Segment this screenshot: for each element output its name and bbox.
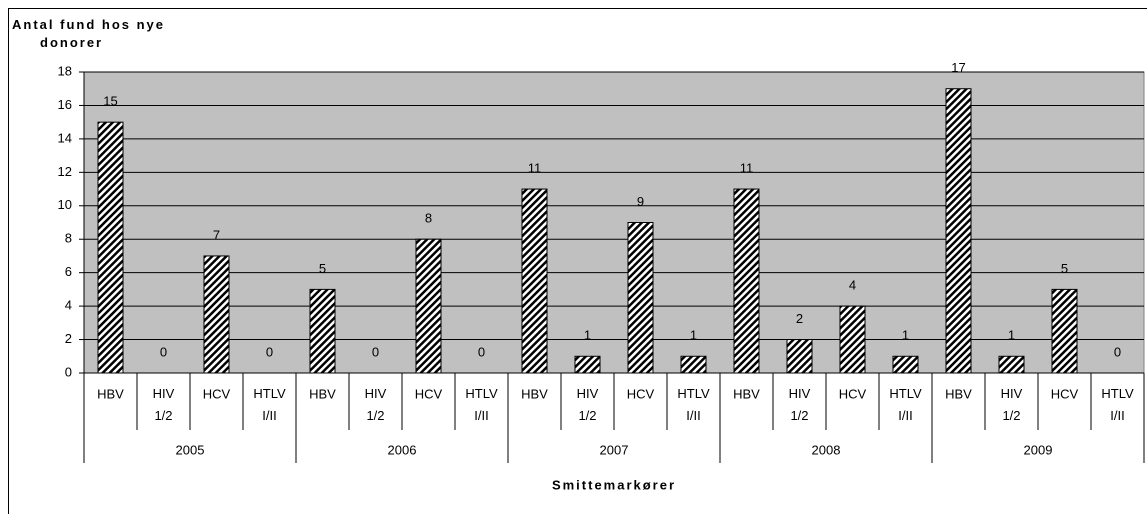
data-label: 1	[584, 328, 591, 343]
bar	[97, 121, 124, 374]
x-tick-label: HIV 1/2	[153, 386, 175, 423]
data-label: 7	[213, 227, 220, 242]
bar	[521, 188, 548, 374]
x-tick-label: HBV	[97, 386, 124, 401]
x-tick-label: HTLV I/II	[677, 386, 710, 423]
data-label: 4	[849, 278, 856, 293]
bar	[892, 355, 919, 374]
y-tick-label: 2	[65, 331, 72, 346]
y-tick-label: 0	[65, 364, 72, 379]
x-tick-label: HIV 1/2	[789, 386, 811, 423]
x-tick-label: HTLV I/II	[889, 386, 922, 423]
data-label: 5	[1061, 261, 1068, 276]
x-tick-label: HIV 1/2	[577, 386, 599, 423]
x-tick-label: HCV	[415, 386, 443, 401]
bar	[680, 355, 707, 374]
x-tick-label: HCV	[627, 386, 655, 401]
bar	[415, 238, 442, 374]
data-label: 11	[528, 160, 542, 175]
y-tick-label: 12	[58, 164, 72, 179]
x-tick-label: HCV	[203, 386, 231, 401]
group-label: 2007	[600, 442, 629, 457]
x-tick-label: HCV	[839, 386, 867, 401]
y-tick-label: 16	[58, 97, 72, 112]
data-label: 8	[425, 211, 432, 226]
y-tick-label: 8	[65, 231, 72, 246]
bar	[1051, 288, 1078, 374]
x-tick-label: HCV	[1051, 386, 1079, 401]
x-axis-title: Smittemarkører	[552, 477, 676, 492]
x-tick-label: HTLV I/II	[1101, 386, 1134, 423]
plot-area	[83, 71, 1145, 374]
data-label: 0	[478, 344, 485, 359]
bar	[627, 222, 654, 374]
y-axis-title: Antal fund hos nye donorer	[12, 17, 165, 50]
y-tick-label: 10	[58, 197, 72, 212]
x-tick-label: HBV	[309, 386, 336, 401]
data-label: 17	[951, 60, 965, 75]
data-label: 1	[690, 328, 697, 343]
data-label: 0	[266, 344, 273, 359]
data-label: 0	[160, 344, 167, 359]
x-tick-label: HTLV I/II	[253, 386, 286, 423]
bar	[945, 88, 972, 374]
bar	[998, 355, 1025, 374]
y-tick-label: 18	[58, 63, 72, 78]
x-tick-label: HBV	[521, 386, 548, 401]
x-tick-label: HIV 1/2	[365, 386, 387, 423]
data-label: 9	[637, 194, 644, 209]
y-tick-label: 6	[65, 264, 72, 279]
data-label: 15	[103, 94, 117, 109]
data-label: 5	[319, 261, 326, 276]
data-label: 0	[372, 344, 379, 359]
bar	[839, 305, 866, 374]
y-tick-label: 14	[58, 130, 72, 145]
group-label: 2006	[388, 442, 417, 457]
data-label: 11	[740, 160, 754, 175]
group-label: 2005	[176, 442, 205, 457]
x-tick-label: HBV	[945, 386, 972, 401]
group-label: 2009	[1024, 442, 1053, 457]
bar	[733, 188, 760, 374]
bar	[309, 288, 336, 374]
bar	[574, 355, 601, 374]
x-tick-label: HTLV I/II	[465, 386, 498, 423]
group-label: 2008	[812, 442, 841, 457]
data-label: 2	[796, 311, 803, 326]
data-label: 0	[1114, 344, 1121, 359]
bar	[203, 255, 230, 374]
frame	[8, 8, 1147, 514]
y-tick-label: 4	[65, 298, 72, 313]
x-tick-label: HIV 1/2	[1001, 386, 1023, 423]
data-label: 1	[902, 328, 909, 343]
data-label: 1	[1008, 328, 1015, 343]
x-tick-label: HBV	[733, 386, 760, 401]
bar	[786, 339, 813, 374]
